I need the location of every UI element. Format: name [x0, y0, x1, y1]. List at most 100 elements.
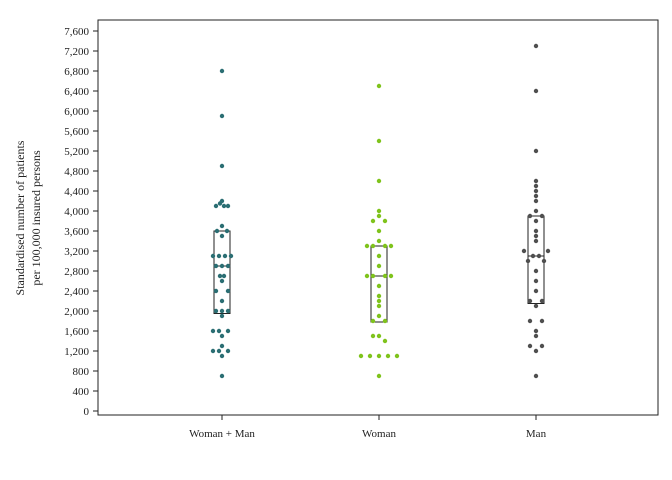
iqr-box	[213, 230, 231, 314]
data-point	[219, 278, 225, 284]
data-point	[388, 273, 394, 279]
y-tick-label: 0	[84, 406, 90, 418]
data-point	[533, 88, 539, 94]
y-tick-label: 7,200	[64, 46, 89, 58]
data-point	[525, 258, 531, 264]
data-point	[533, 278, 539, 284]
y-tick-label: 4,800	[64, 166, 89, 178]
data-point	[376, 303, 382, 309]
data-point	[376, 238, 382, 244]
data-point	[228, 253, 234, 259]
plot-content	[210, 43, 551, 379]
data-point	[376, 263, 382, 269]
data-point	[216, 348, 222, 354]
data-point	[382, 273, 388, 279]
data-point	[224, 228, 230, 234]
data-point	[225, 348, 231, 354]
y-axis: 0 400 800 1,200 1,600 2,000 2,400 2,800 3,200 3,6…	[64, 26, 98, 418]
x-axis: Woman + Man Woman Man	[189, 415, 547, 440]
data-point	[530, 253, 536, 259]
data-point	[533, 43, 539, 49]
data-point	[213, 263, 219, 269]
data-point	[370, 273, 376, 279]
data-point	[533, 188, 539, 194]
data-point	[533, 228, 539, 234]
data-point	[533, 233, 539, 239]
data-point	[382, 218, 388, 224]
x-category-label: Woman	[362, 428, 396, 440]
data-point	[216, 253, 222, 259]
y-tick-label: 6,000	[64, 106, 89, 118]
data-point	[533, 328, 539, 334]
data-point	[219, 353, 225, 359]
data-point	[382, 338, 388, 344]
y-tick-label: 5,200	[64, 146, 89, 158]
data-point	[213, 288, 219, 294]
data-point	[367, 353, 373, 359]
data-point	[210, 328, 216, 334]
data-point	[527, 298, 533, 304]
data-point	[533, 333, 539, 339]
data-point	[376, 83, 382, 89]
data-point	[221, 273, 227, 279]
data-point	[533, 208, 539, 214]
data-point	[221, 203, 227, 209]
data-point	[225, 203, 231, 209]
data-point	[219, 163, 225, 169]
y-tick-label: 3,600	[64, 226, 89, 238]
data-point	[376, 353, 382, 359]
data-point	[545, 248, 551, 254]
iqr-box	[370, 245, 388, 323]
y-tick-label: 2,400	[64, 286, 89, 298]
x-category-label: Man	[526, 428, 547, 440]
data-point	[539, 213, 545, 219]
y-tick-label: 2,000	[64, 306, 89, 318]
data-point	[527, 213, 533, 219]
data-point	[358, 353, 364, 359]
data-point	[219, 333, 225, 339]
y-tick-label: 4,000	[64, 206, 89, 218]
data-point	[533, 348, 539, 354]
data-point	[376, 313, 382, 319]
y-tick-label: 3,200	[64, 246, 89, 258]
data-point	[539, 318, 545, 324]
data-point	[214, 228, 220, 234]
data-point	[376, 298, 382, 304]
y-tick-label: 1,200	[64, 346, 89, 358]
y-tick-label: 6,400	[64, 86, 89, 98]
data-point	[225, 328, 231, 334]
data-point	[527, 318, 533, 324]
data-point	[370, 243, 376, 249]
y-axis-title-line-2: per 100,000 insured persons	[29, 150, 43, 286]
data-point	[521, 248, 527, 254]
data-point	[216, 328, 222, 334]
data-point	[210, 253, 216, 259]
data-point	[225, 308, 231, 314]
data-point	[219, 343, 225, 349]
data-point	[225, 288, 231, 294]
data-point	[370, 218, 376, 224]
data-point	[533, 148, 539, 154]
data-point	[533, 178, 539, 184]
y-tick-label: 6,800	[64, 66, 89, 78]
data-point	[533, 218, 539, 224]
data-point	[533, 373, 539, 379]
data-point	[533, 303, 539, 309]
data-point	[376, 213, 382, 219]
data-point	[222, 253, 228, 259]
data-point	[539, 298, 545, 304]
data-point	[533, 238, 539, 244]
y-tick-label: 2,800	[64, 266, 89, 278]
data-point	[388, 243, 394, 249]
data-point	[382, 318, 388, 324]
data-point	[370, 333, 376, 339]
data-point	[219, 373, 225, 379]
data-point	[213, 308, 219, 314]
data-point	[219, 233, 225, 239]
x-category-label: Woman + Man	[189, 428, 255, 440]
y-tick-label: 800	[73, 366, 90, 378]
data-point	[370, 318, 376, 324]
data-point	[539, 343, 545, 349]
data-point	[219, 223, 225, 229]
